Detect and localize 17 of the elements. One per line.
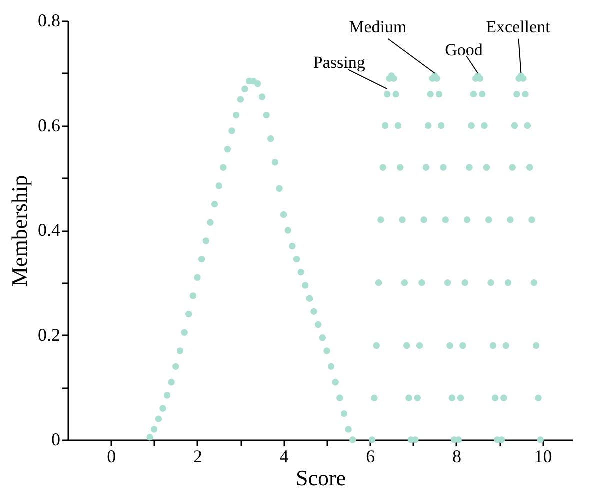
x-tick-label: 6 [366,446,376,466]
y-tick-label: 0 [52,430,60,450]
annotation: Excellent [486,17,551,36]
y-tick-label: 0.6 [38,115,60,136]
x-tick-label: 4 [280,446,289,466]
annotation: Medium [349,17,407,36]
y-axis-title: Membership [7,175,32,287]
annotation: Passing [313,53,366,72]
y-tick-label: 0.8 [38,10,60,30]
y-tick-label: 0.4 [38,220,60,240]
x-tick-label: 0 [107,446,116,466]
x-tick-label: 10 [534,446,552,466]
x-axis-title: Score [296,466,346,489]
x-tick-label: 8 [452,446,462,466]
x-tick-label: 2 [193,446,202,466]
y-tick-label: 0.2 [38,324,60,345]
annotation: Good [445,40,484,60]
